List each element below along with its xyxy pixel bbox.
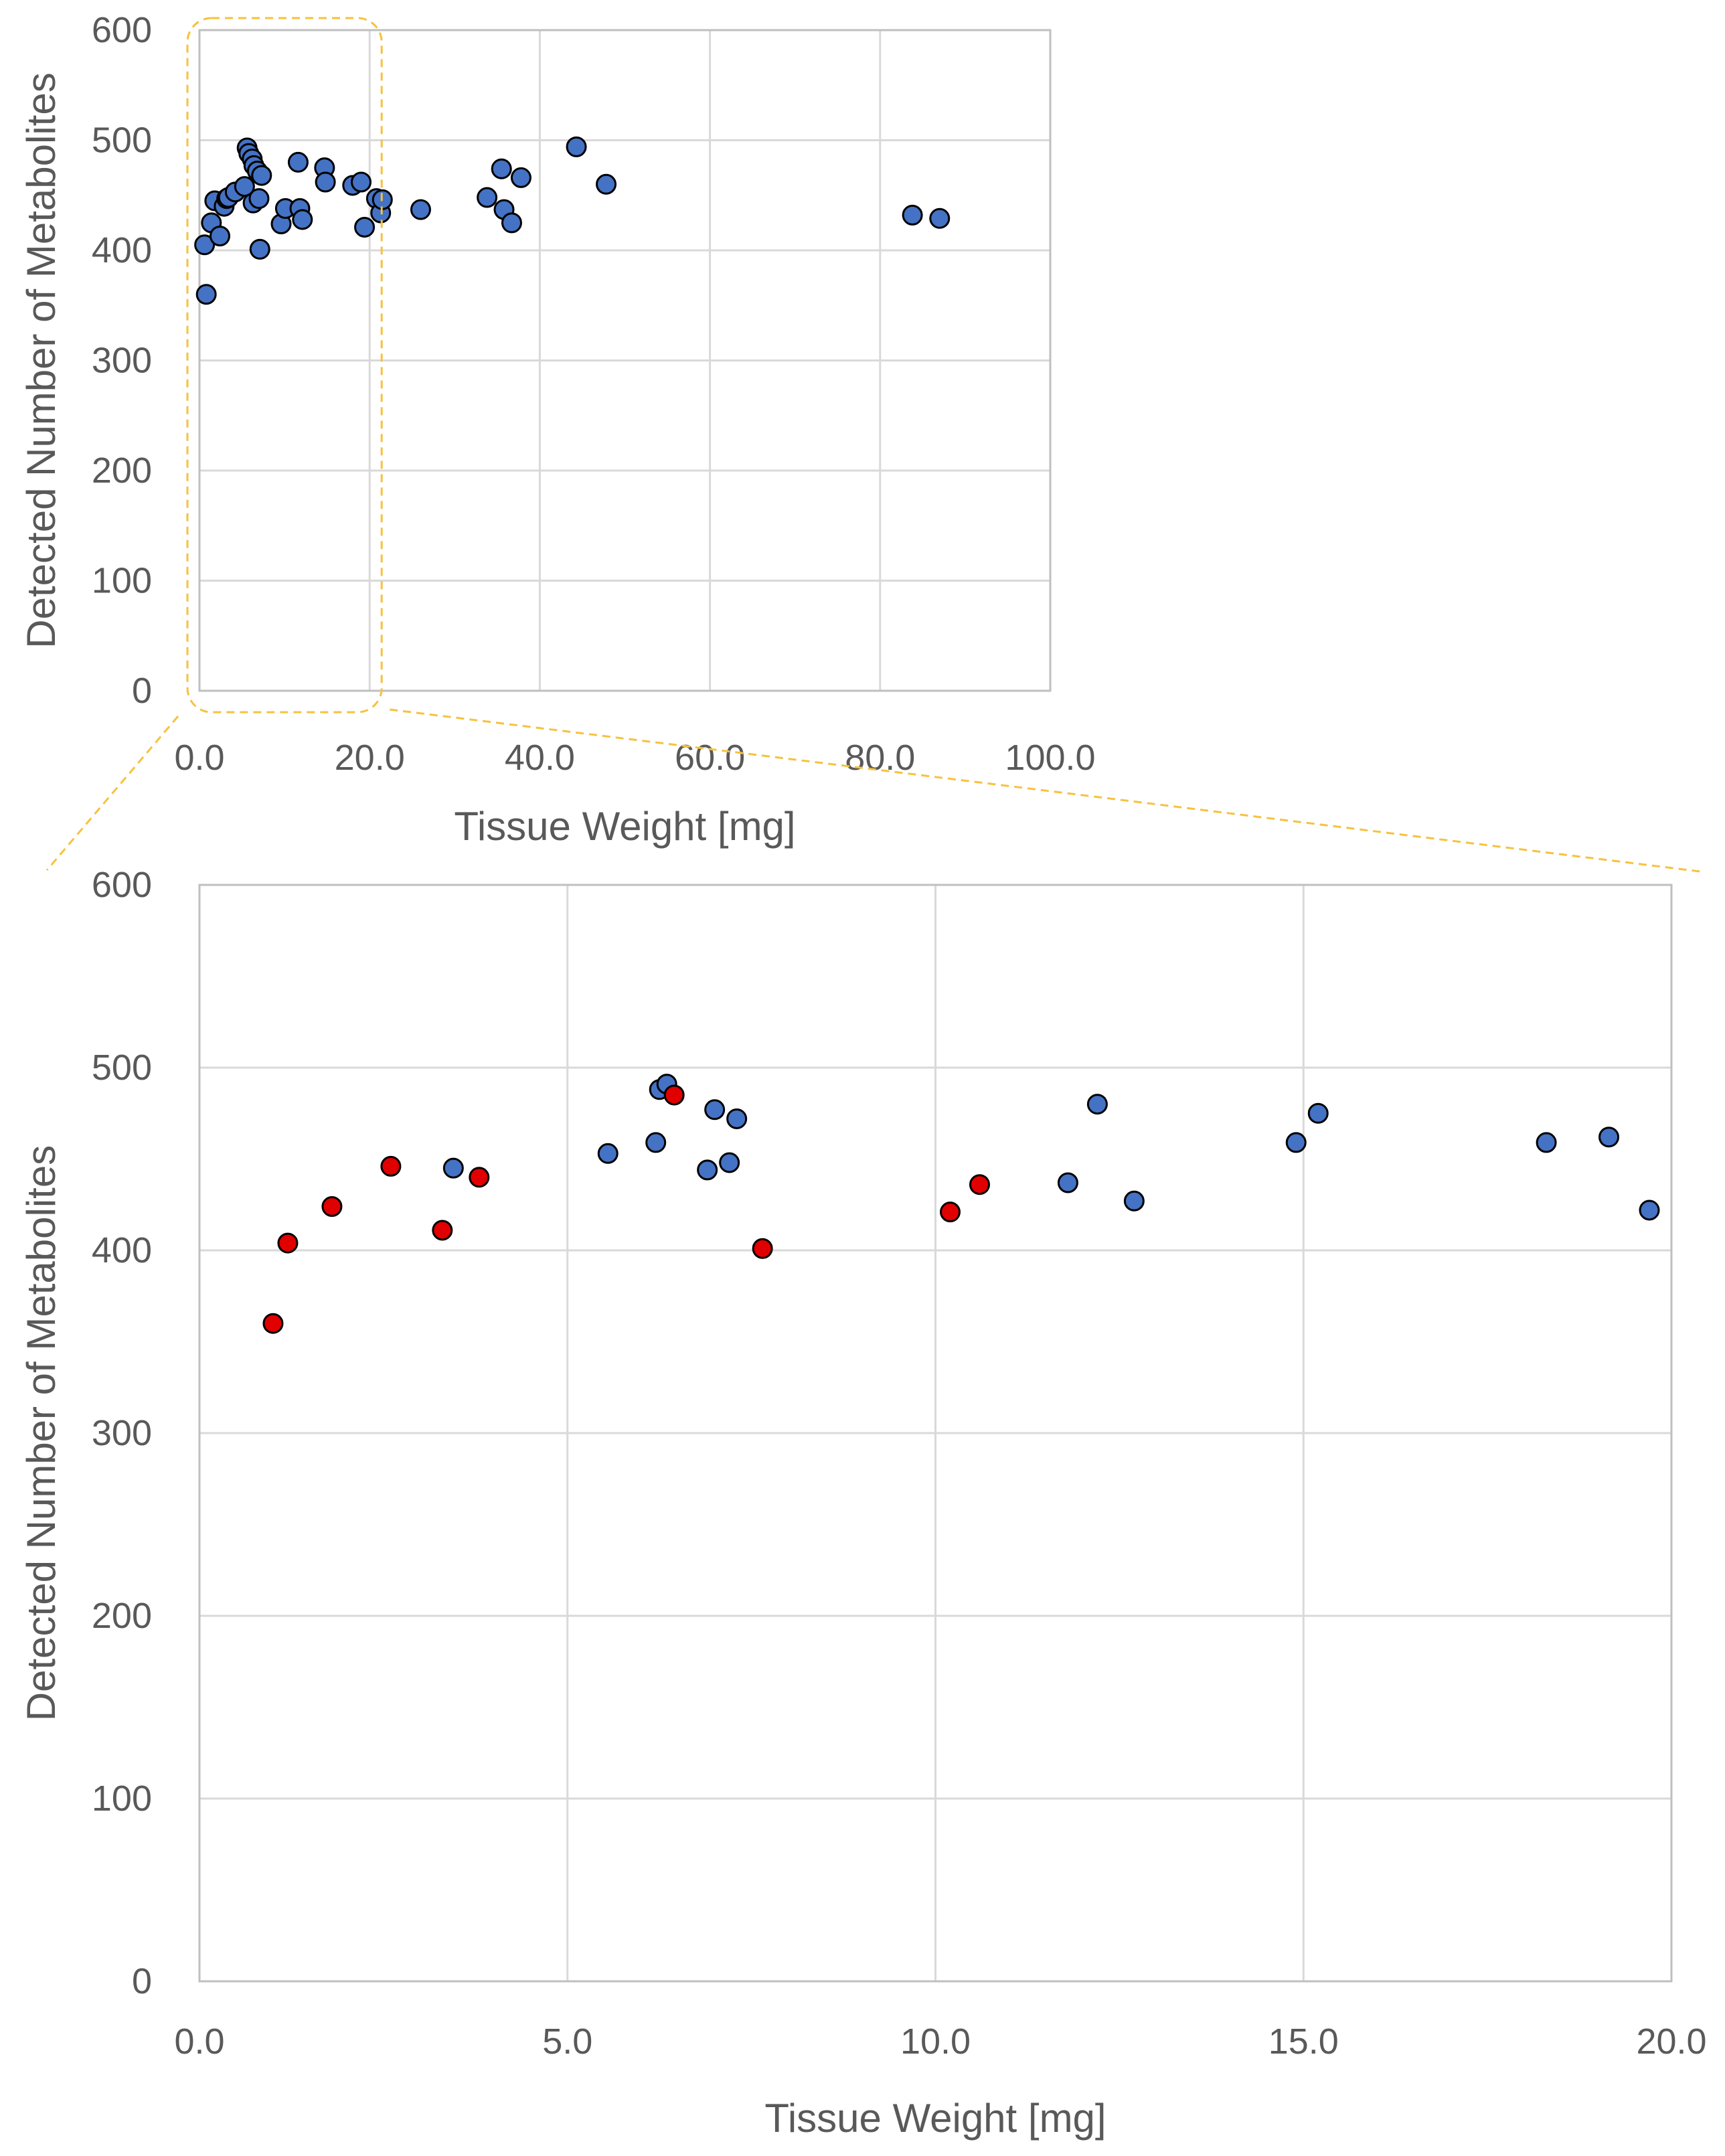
zoom-point xyxy=(321,1195,343,1217)
zoom-point xyxy=(645,1132,667,1153)
overview-point xyxy=(251,165,272,186)
zoom-y-tick-labels: 0 100 200 300 400 500 600 xyxy=(92,865,152,2001)
zoom-point xyxy=(469,1167,490,1188)
zoom-point xyxy=(262,1313,284,1334)
overview-point xyxy=(210,226,231,247)
overview-x-tick-label: 60.0 xyxy=(675,738,745,778)
zoom-point xyxy=(726,1108,748,1129)
overview-point xyxy=(195,284,217,305)
overview-point xyxy=(354,216,376,238)
zoom-point xyxy=(432,1220,453,1241)
zoom-point xyxy=(1285,1132,1307,1153)
overview-x-tick-label: 40.0 xyxy=(505,738,575,778)
zoom-x-axis-title: Tissue Weight [mg] xyxy=(764,2096,1106,2141)
overview-y-tick-label: 100 xyxy=(92,561,152,601)
zoom-y-tick-label: 500 xyxy=(92,1048,152,1088)
overview-point xyxy=(510,167,531,188)
zoom-indicator xyxy=(46,17,1701,873)
zoom-connector-left xyxy=(46,716,179,871)
overview-point xyxy=(350,171,372,193)
zoom-point xyxy=(704,1099,726,1121)
zoom-point xyxy=(663,1084,685,1106)
zoom-point xyxy=(1057,1172,1078,1193)
zoom-x-tick-label: 10.0 xyxy=(900,2021,971,2062)
zoom-point xyxy=(442,1157,464,1179)
zoom-point xyxy=(597,1143,619,1164)
overview-point xyxy=(566,136,587,157)
overview-point xyxy=(596,173,617,195)
zoom-point xyxy=(1307,1102,1329,1124)
overview-gridlines xyxy=(198,29,1052,692)
overview-y-tick-label: 400 xyxy=(92,230,152,270)
zoom-gridlines xyxy=(198,884,1673,1983)
overview-y-tick-label: 500 xyxy=(92,120,152,161)
zoom-point xyxy=(277,1232,299,1254)
overview-point xyxy=(477,187,498,208)
zoom-point xyxy=(719,1152,740,1173)
overview-x-tick-labels: 0.0 20.0 40.0 60.0 80.0 100.0 xyxy=(174,738,1095,778)
overview-chart: 0 100 200 300 400 500 600 0.0 20.0 40.0 60.0 80.0 1… xyxy=(19,10,1096,849)
overview-x-tick-label: 20.0 xyxy=(335,738,405,778)
overview-y-tick-label: 600 xyxy=(92,10,152,50)
overview-x-axis-title: Tissue Weight [mg] xyxy=(454,804,795,849)
zoom-point xyxy=(939,1201,961,1223)
zoom-highlight-box xyxy=(186,17,383,714)
zoom-chart: 0 100 200 300 400 500 600 0.0 5.0 10.0 15.0 20.0 D… xyxy=(19,865,1707,2141)
overview-point xyxy=(491,158,512,179)
zoom-data-points xyxy=(262,1074,1660,1334)
overview-data-points xyxy=(194,136,951,305)
zoom-point xyxy=(1639,1199,1660,1221)
zoom-point xyxy=(1086,1094,1108,1115)
zoom-y-tick-label: 200 xyxy=(92,1596,152,1636)
zoom-plot-frame xyxy=(198,884,1673,1983)
overview-point xyxy=(315,171,336,193)
overview-y-tick-labels: 0 100 200 300 400 500 600 xyxy=(92,10,152,711)
zoom-point xyxy=(1123,1190,1145,1212)
zoom-x-tick-label: 5.0 xyxy=(542,2021,592,2062)
zoom-y-axis-title: Detected Number of Metabolites xyxy=(19,1145,64,1721)
overview-point xyxy=(292,209,313,230)
overview-point xyxy=(902,204,923,226)
zoom-y-tick-label: 300 xyxy=(92,1413,152,1453)
overview-x-tick-label: 0.0 xyxy=(174,738,224,778)
zoom-point xyxy=(697,1159,718,1181)
zoom-x-tick-labels: 0.0 5.0 10.0 15.0 20.0 xyxy=(174,2021,1706,2062)
overview-point xyxy=(501,212,522,234)
overview-plot-frame xyxy=(198,29,1052,692)
zoom-point xyxy=(1536,1132,1557,1153)
zoom-y-tick-label: 600 xyxy=(92,865,152,905)
overview-y-axis-title: Detected Number of Metabolites xyxy=(19,72,64,648)
overview-y-tick-label: 0 xyxy=(132,671,152,711)
overview-point xyxy=(249,238,270,260)
zoom-y-tick-label: 0 xyxy=(132,1961,152,2001)
overview-y-tick-label: 200 xyxy=(92,450,152,491)
zoom-x-tick-label: 0.0 xyxy=(174,2021,224,2062)
overview-point xyxy=(194,234,216,256)
zoom-x-tick-label: 15.0 xyxy=(1268,2021,1339,2062)
zoom-point xyxy=(969,1174,990,1195)
overview-point xyxy=(248,188,270,210)
zoom-x-tick-label: 20.0 xyxy=(1636,2021,1706,2062)
zoom-connector-right xyxy=(390,708,1701,873)
overview-point xyxy=(410,199,431,220)
overview-point xyxy=(234,176,255,197)
zoom-point xyxy=(752,1238,773,1259)
overview-point xyxy=(929,208,951,229)
overview-x-tick-label: 100.0 xyxy=(1005,738,1095,778)
zoom-y-tick-label: 400 xyxy=(92,1230,152,1270)
overview-point xyxy=(287,151,309,173)
zoom-point xyxy=(380,1155,402,1177)
zoom-y-tick-label: 100 xyxy=(92,1778,152,1819)
overview-y-tick-label: 300 xyxy=(92,341,152,381)
zoom-point xyxy=(1598,1127,1620,1148)
overview-x-tick-label: 80.0 xyxy=(845,738,915,778)
